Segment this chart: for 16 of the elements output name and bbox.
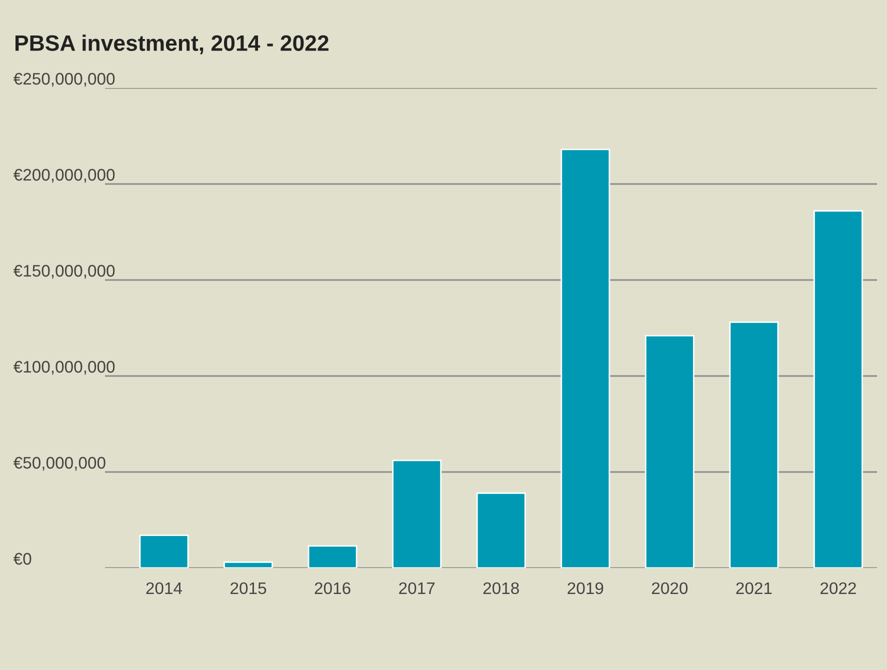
x-tick-label: 2020 (652, 582, 688, 594)
x-tick-label: 2015 (230, 582, 266, 594)
y-tick-label: €250,000,000 (13, 72, 115, 87)
y-tick-label: €0 (13, 552, 32, 565)
x-tick-label: 2019 (568, 582, 604, 594)
chart-title: PBSA investment, 2014 - 2022 (15, 34, 328, 54)
x-tick-label: 2017 (399, 582, 435, 594)
x-tick-label: 2018 (483, 582, 519, 594)
x-tick-label: 2016 (314, 582, 350, 594)
y-tick-label: €50,000,000 (13, 456, 106, 471)
y-tick-label: €150,000,000 (13, 264, 115, 279)
y-tick-label: €100,000,000 (13, 360, 115, 375)
x-tick-label: 2021 (736, 582, 772, 594)
y-tick-label: €200,000,000 (13, 168, 115, 183)
x-tick-label: 2022 (820, 582, 856, 594)
x-tick-label: 2014 (146, 582, 182, 594)
